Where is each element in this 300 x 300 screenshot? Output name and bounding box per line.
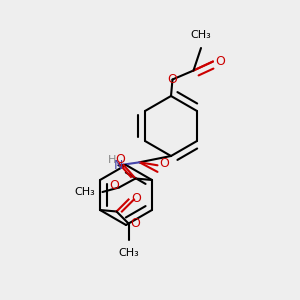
Text: O: O [159, 157, 169, 170]
Text: H: H [108, 155, 116, 165]
Text: N: N [114, 159, 123, 172]
Text: CH₃: CH₃ [190, 31, 212, 40]
Text: CH₃: CH₃ [74, 187, 95, 197]
Text: O: O [116, 153, 125, 166]
Text: O: O [131, 191, 141, 205]
Text: O: O [130, 217, 140, 230]
Text: O: O [110, 178, 119, 192]
Text: CH₃: CH₃ [118, 248, 139, 257]
Text: O: O [168, 73, 177, 86]
Text: O: O [216, 55, 225, 68]
